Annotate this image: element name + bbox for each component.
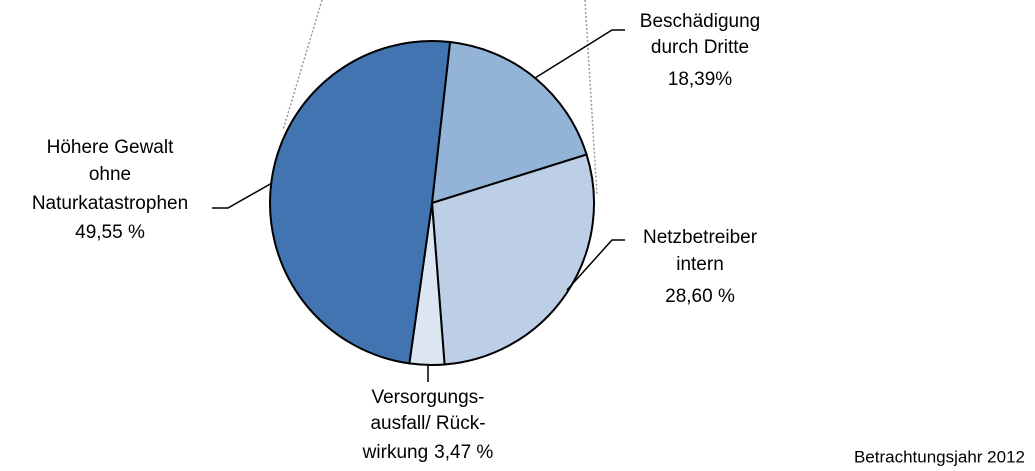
connector-line xyxy=(282,0,323,131)
slice-label: Beschädigung xyxy=(640,11,760,32)
value-label: 3,47 % xyxy=(434,442,493,463)
slice-label: Höhere Gewalt xyxy=(47,137,174,158)
category-label: wirkung xyxy=(362,442,428,463)
category-label: Naturkatastrophen xyxy=(32,193,188,214)
category-label: ohne xyxy=(89,164,131,185)
slice-label: Naturkatastrophen xyxy=(32,193,188,214)
pie-slice xyxy=(430,153,595,366)
value-label: 49,55 % xyxy=(75,222,145,243)
slice-label: Netzbetreiber xyxy=(643,227,758,248)
leader-line xyxy=(212,182,273,209)
slice-label: intern xyxy=(676,254,724,275)
leader-line xyxy=(566,239,625,291)
category-label: Höhere Gewalt xyxy=(47,137,174,158)
slice-label: Versorgungs- xyxy=(371,387,484,408)
connector-line xyxy=(584,0,598,196)
category-label: Netzbetreiber xyxy=(643,227,758,248)
leader-line xyxy=(534,29,625,79)
category-label: Beschädigung xyxy=(640,11,760,32)
footnote: Betrachtungsjahr 2012 xyxy=(854,447,1025,466)
slice-label: ohne xyxy=(89,164,131,185)
slice-label: durch Dritte xyxy=(651,37,749,58)
category-label: Versorgungs- xyxy=(371,387,484,408)
slice-label: ausfall/ Rück- xyxy=(370,413,485,434)
category-label: durch Dritte xyxy=(651,37,749,58)
category-label: ausfall/ Rück- xyxy=(370,413,485,434)
value-label: 28,60 % xyxy=(665,286,735,307)
pie xyxy=(268,40,595,366)
value-label: 18,39% xyxy=(668,69,733,90)
category-label: intern xyxy=(676,254,724,275)
slice-label: wirkung 3,47 % xyxy=(362,442,494,463)
